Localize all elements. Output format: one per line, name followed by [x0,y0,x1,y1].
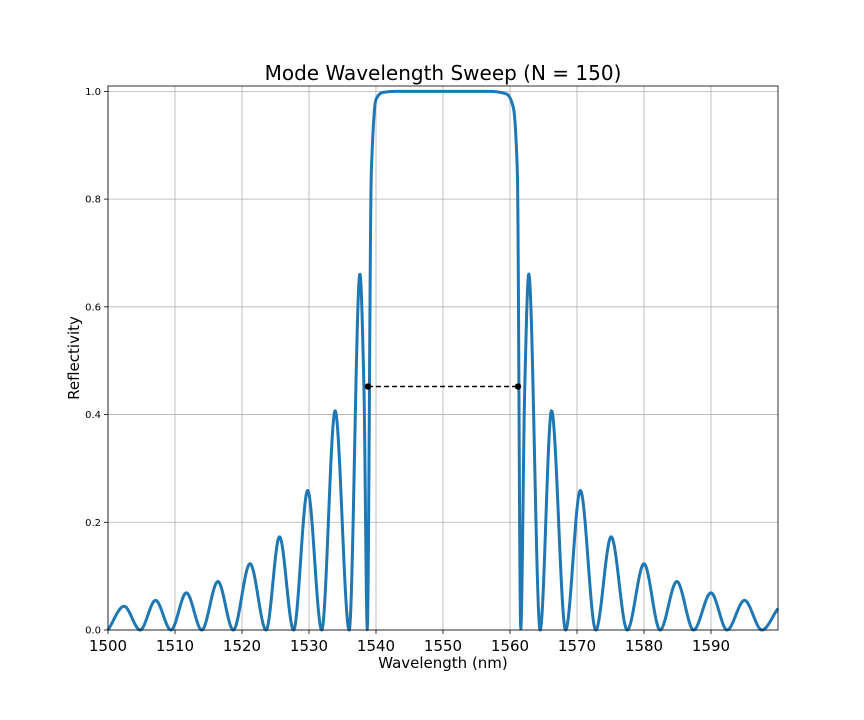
x-tick-label: 1550 [424,637,462,655]
y-axis-label: Reflectivity [65,316,83,400]
x-tick-label: 1580 [625,637,663,655]
x-axis-label: Wavelength (nm) [378,654,508,672]
x-tick-label: 1500 [89,637,127,655]
x-tick-label: 1520 [223,637,261,655]
x-axis: 1500 1510 1520 1530 1540 1550 1560 1570 1580 1590 [89,630,730,655]
fwhm-marker-point [364,383,372,390]
x-tick-label: 1560 [491,637,529,655]
fwhm-marker-point [514,383,522,390]
y-tick-label: 0.8 [85,195,101,206]
chart-title: Mode Wavelength Sweep (N = 150) [265,61,622,85]
reflectivity-series-line [106,89,780,632]
x-tick-label: 1590 [692,637,730,655]
plot-area [106,89,780,632]
y-tick-label: 0.0 [85,626,101,637]
y-tick-label: 1.0 [85,87,101,98]
x-tick-label: 1540 [357,637,395,655]
y-tick-label: 0.2 [85,518,101,529]
x-tick-label: 1570 [558,637,596,655]
x-tick-label: 1510 [156,637,194,655]
y-tick-label: 0.4 [85,410,101,421]
y-axis: 0.0 0.2 0.4 0.6 0.8 1.0 [85,87,108,637]
y-tick-label: 0.6 [85,302,101,313]
x-tick-label: 1530 [290,637,328,655]
grid [107,86,778,631]
